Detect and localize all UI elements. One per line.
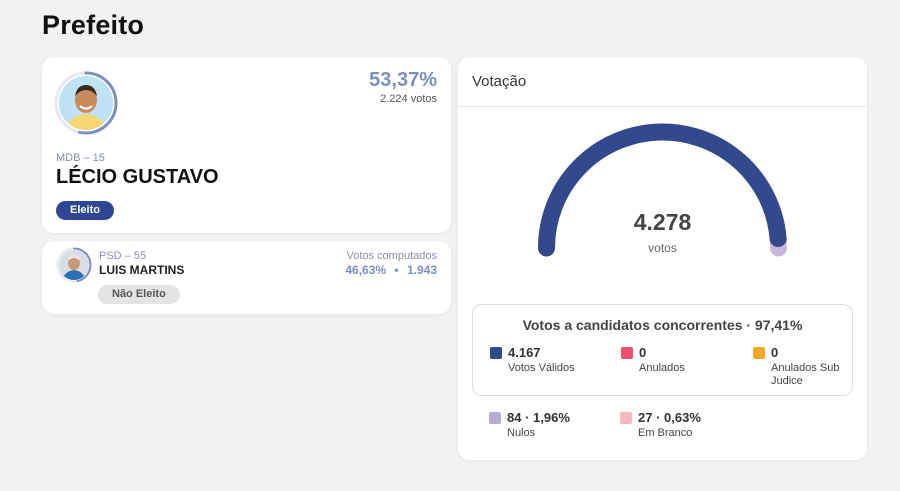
winner-candidate-card[interactable]: 53,37% 2.224 votos MDB – 15 LÉCIO GUSTAV… xyxy=(42,57,451,233)
winner-name: LÉCIO GUSTAVO xyxy=(56,166,219,188)
summary-title: Votos a candidatos concorrentes · 97,41% xyxy=(522,317,803,333)
gauge-valid-segment xyxy=(538,123,787,257)
stat-value: 0 xyxy=(771,345,779,360)
legend-swatch xyxy=(620,412,632,424)
stat-value: 84 · 1,96% xyxy=(507,410,570,425)
separator-dot: • xyxy=(394,263,399,277)
not-elected-badge: Não Eleito xyxy=(98,285,180,304)
candidate-party: PSD – 55 xyxy=(99,250,147,262)
stat-label: Em Branco xyxy=(638,427,693,439)
legend-swatch xyxy=(621,347,633,359)
stat-value: 4.167 xyxy=(508,345,541,360)
candidate-photo xyxy=(59,76,113,130)
candidate-name: LUIS MARTINS xyxy=(99,263,185,277)
stat-label: Anulados xyxy=(639,362,685,374)
votacao-title: Votação xyxy=(458,57,867,107)
candidate-vote-count: 1.943 xyxy=(406,263,437,277)
stat-label: Anulados Sub Judice xyxy=(771,362,840,387)
vote-share-ring xyxy=(56,247,92,283)
votes-computed-label: Votos computados xyxy=(346,250,437,262)
vote-share-ring xyxy=(54,71,118,135)
stat-label: Nulos xyxy=(507,427,536,439)
votacao-card: Votação 4.278 votos Votos a candidatos c… xyxy=(458,57,867,460)
turnout-gauge xyxy=(538,123,787,257)
avatar xyxy=(56,247,92,283)
legend-swatch xyxy=(489,412,501,424)
page-title: Prefeito xyxy=(42,10,145,40)
winner-party: MDB – 15 xyxy=(56,152,105,164)
second-candidate-card[interactable]: PSD – 55 LUIS MARTINS Votos computados 4… xyxy=(42,241,451,314)
total-votes: 4.278 xyxy=(633,209,692,235)
elected-badge: Eleito xyxy=(56,201,114,220)
candidate-photo xyxy=(59,250,89,280)
total-votes-label: votos xyxy=(648,241,677,255)
winner-vote-count: 2.224 votos xyxy=(380,93,437,105)
winner-percentage: 53,37% xyxy=(369,69,437,91)
legend-swatch xyxy=(490,347,502,359)
vote-summary: Votos a candidatos concorrentes · 97,41%… xyxy=(472,304,853,396)
stat-value: 27 · 0,63% xyxy=(638,410,701,425)
avatar xyxy=(54,71,118,135)
candidate-stats: 46,63% • 1.943 xyxy=(345,263,437,277)
stat-label: Votos Válidos xyxy=(508,362,575,374)
legend-swatch xyxy=(753,347,765,359)
stat-value: 0 xyxy=(639,345,647,360)
candidate-percentage: 46,63% xyxy=(345,263,387,277)
